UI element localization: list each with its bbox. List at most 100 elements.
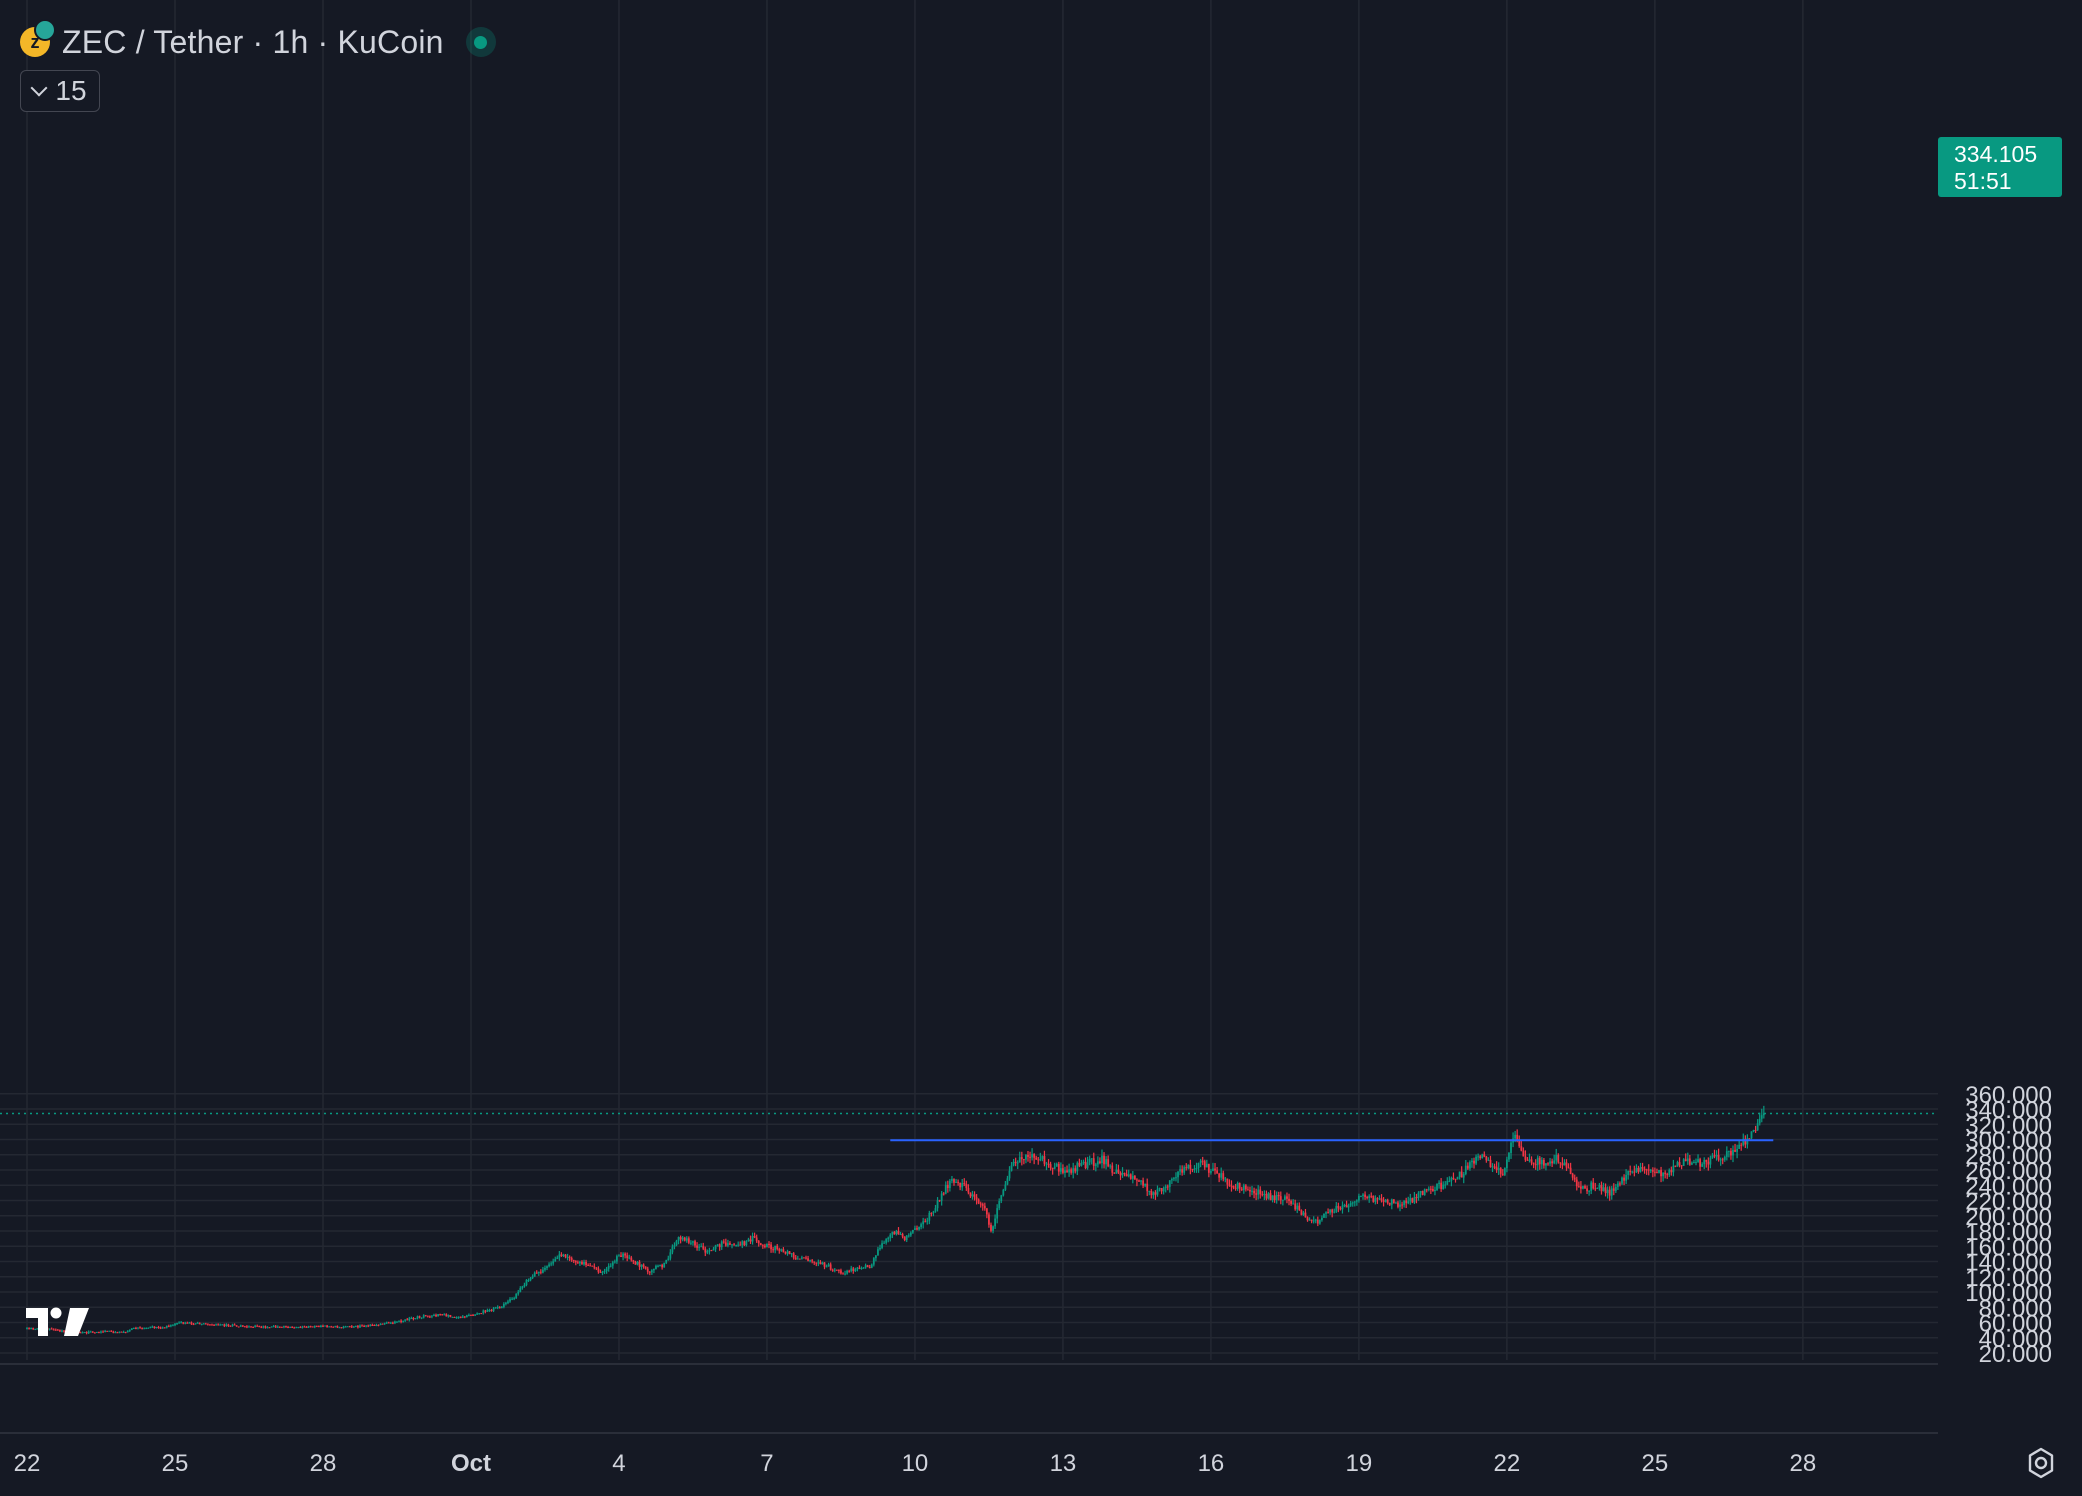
- candle: [885, 1238, 888, 1245]
- candle: [1520, 1140, 1523, 1152]
- candle: [1230, 1180, 1233, 1192]
- candle: [1164, 1184, 1167, 1193]
- candle: [638, 1260, 641, 1270]
- candle: [1240, 1186, 1243, 1192]
- candle: [1066, 1165, 1068, 1173]
- x-tick-label: 4: [612, 1450, 625, 1477]
- symbol-title[interactable]: ZEC / Tether · 1h · KuCoin: [62, 23, 444, 60]
- candle: [646, 1266, 649, 1275]
- candle: [624, 1252, 627, 1259]
- candle: [1014, 1157, 1017, 1167]
- candle: [1337, 1202, 1340, 1213]
- candle: [628, 1254, 631, 1260]
- candle: [93, 1332, 96, 1334]
- candle: [431, 1315, 433, 1319]
- candle: [918, 1226, 920, 1231]
- candle: [346, 1326, 349, 1328]
- axes: 360.000340.000320.000300.000280.000260.0…: [0, 1082, 2052, 1477]
- candle: [1267, 1192, 1270, 1200]
- candle: [1600, 1181, 1603, 1195]
- candle: [34, 1328, 37, 1331]
- candle: [1762, 1105, 1765, 1119]
- candle: [260, 1325, 263, 1329]
- candle: [87, 1330, 90, 1334]
- candle: [1413, 1192, 1416, 1204]
- candle: [1707, 1157, 1710, 1171]
- candle: [1649, 1168, 1652, 1174]
- candle: [1637, 1165, 1640, 1174]
- candle: [1321, 1215, 1323, 1222]
- candle: [1485, 1155, 1488, 1163]
- candle: [79, 1331, 82, 1334]
- candle: [696, 1242, 698, 1251]
- candle: [151, 1325, 154, 1328]
- candles: [26, 1105, 1765, 1335]
- candle: [1623, 1174, 1625, 1186]
- candle: [1094, 1162, 1097, 1172]
- candle: [1220, 1167, 1223, 1181]
- candle: [1360, 1195, 1362, 1198]
- candle: [1232, 1185, 1235, 1190]
- candle: [83, 1331, 86, 1334]
- candle: [1555, 1148, 1558, 1165]
- candle: [1251, 1185, 1253, 1196]
- candle: [710, 1249, 713, 1252]
- candle: [889, 1233, 892, 1242]
- candle: [786, 1249, 789, 1256]
- candle: [620, 1252, 622, 1258]
- x-tick-label: 13: [1050, 1450, 1077, 1477]
- candle: [1249, 1186, 1251, 1197]
- candle: [683, 1236, 686, 1242]
- candle: [1586, 1185, 1588, 1194]
- candle: [687, 1236, 690, 1245]
- candle: [36, 1328, 39, 1330]
- candle: [1205, 1159, 1208, 1168]
- candle: [369, 1323, 372, 1327]
- candle: [453, 1316, 456, 1318]
- candle: [667, 1255, 670, 1261]
- candle: [655, 1264, 657, 1270]
- candle: [1672, 1159, 1675, 1177]
- candle: [1117, 1164, 1120, 1174]
- candle: [946, 1180, 949, 1193]
- candle: [1693, 1159, 1695, 1164]
- candle: [256, 1324, 259, 1327]
- volume-toggle-button[interactable]: 15: [20, 70, 100, 112]
- candle: [552, 1258, 555, 1266]
- candle: [944, 1181, 947, 1195]
- candle: [1185, 1163, 1188, 1171]
- x-tick-label: 25: [162, 1450, 189, 1477]
- gear-icon[interactable]: [2024, 1446, 2058, 1480]
- candle: [665, 1259, 668, 1265]
- candle: [229, 1325, 232, 1327]
- market-open-dot-icon[interactable]: [465, 27, 496, 57]
- candle: [1423, 1188, 1426, 1196]
- candle: [856, 1266, 859, 1272]
- candle: [692, 1240, 694, 1246]
- candle: [1723, 1155, 1726, 1162]
- tradingview-logo-icon[interactable]: [26, 1304, 90, 1340]
- candle: [137, 1327, 139, 1330]
- candle: [1639, 1162, 1642, 1173]
- candle: [143, 1327, 146, 1330]
- candle: [1090, 1158, 1093, 1165]
- candle: [618, 1254, 620, 1257]
- candle: [1635, 1164, 1638, 1174]
- candle: [1602, 1182, 1605, 1192]
- candle: [209, 1324, 211, 1326]
- candle: [1522, 1147, 1525, 1157]
- candle: [357, 1325, 359, 1329]
- candle: [1055, 1162, 1058, 1167]
- y-tick-label: 120.000: [1965, 1265, 2052, 1292]
- candle: [566, 1253, 569, 1261]
- candle: [326, 1324, 328, 1328]
- candle: [147, 1327, 150, 1329]
- candle: [897, 1227, 900, 1235]
- candle: [311, 1326, 314, 1328]
- candle: [1469, 1160, 1471, 1171]
- x-tick-label: 16: [1198, 1450, 1225, 1477]
- candle: [1746, 1134, 1749, 1149]
- candle: [513, 1296, 516, 1301]
- candle: [996, 1204, 999, 1224]
